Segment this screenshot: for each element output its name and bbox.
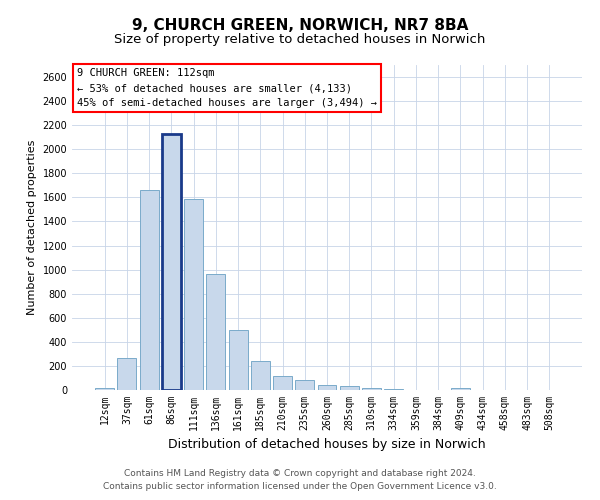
X-axis label: Distribution of detached houses by size in Norwich: Distribution of detached houses by size …: [168, 438, 486, 452]
Y-axis label: Number of detached properties: Number of detached properties: [27, 140, 37, 315]
Text: 9 CHURCH GREEN: 112sqm
← 53% of detached houses are smaller (4,133)
45% of semi-: 9 CHURCH GREEN: 112sqm ← 53% of detached…: [77, 68, 377, 108]
Bar: [95, 388, 114, 390]
Bar: [140, 190, 158, 390]
Text: Contains public sector information licensed under the Open Government Licence v3: Contains public sector information licen…: [103, 482, 497, 491]
Bar: [251, 360, 270, 390]
Bar: [340, 386, 359, 390]
Bar: [273, 376, 292, 390]
Bar: [295, 380, 314, 390]
Bar: [229, 330, 248, 390]
Bar: [206, 274, 225, 390]
Bar: [317, 385, 337, 390]
Bar: [118, 358, 136, 390]
Text: Size of property relative to detached houses in Norwich: Size of property relative to detached ho…: [115, 32, 485, 46]
Text: Contains HM Land Registry data © Crown copyright and database right 2024.: Contains HM Land Registry data © Crown c…: [124, 468, 476, 477]
Text: 9, CHURCH GREEN, NORWICH, NR7 8BA: 9, CHURCH GREEN, NORWICH, NR7 8BA: [132, 18, 468, 32]
Bar: [451, 388, 470, 390]
Bar: [184, 198, 203, 390]
Bar: [362, 388, 381, 390]
Bar: [162, 134, 181, 390]
